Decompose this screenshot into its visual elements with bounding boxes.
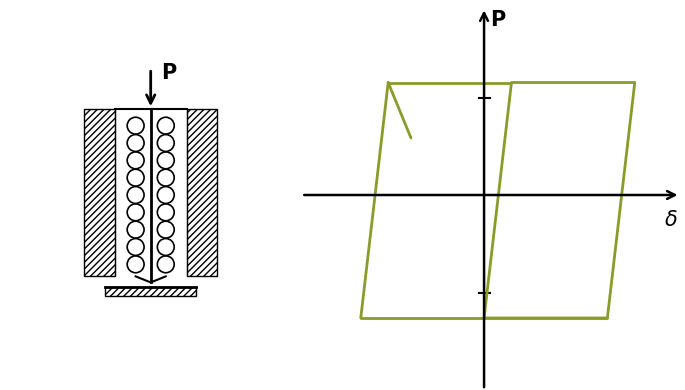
Polygon shape (84, 109, 114, 277)
Text: δ: δ (665, 210, 677, 230)
Text: P: P (490, 11, 506, 30)
Polygon shape (187, 109, 217, 277)
Polygon shape (105, 287, 196, 296)
Text: P: P (161, 63, 177, 83)
